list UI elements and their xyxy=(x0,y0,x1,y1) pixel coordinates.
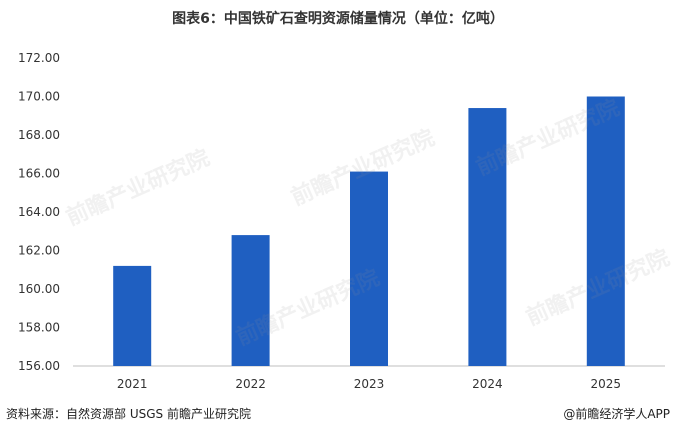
bar xyxy=(468,108,507,367)
y-tick-label: 172.00 xyxy=(18,51,60,65)
y-tick-label: 156.00 xyxy=(18,359,60,373)
app-watermark-label: @前瞻经济学人APP xyxy=(563,407,670,421)
y-tick-label: 168.00 xyxy=(18,128,60,142)
source-note: 资料来源：自然资源部 USGS 前瞻产业研究院 xyxy=(6,407,251,421)
chart-title: 图表6：中国铁矿石查明资源储量情况（单位：亿吨） xyxy=(172,11,504,27)
bar xyxy=(113,265,152,366)
bar xyxy=(586,96,625,366)
x-tick-label: 2024 xyxy=(472,377,503,391)
y-tick-label: 164.00 xyxy=(18,205,60,219)
x-tick-label: 2022 xyxy=(235,377,266,391)
x-tick-label: 2023 xyxy=(354,377,385,391)
x-tick-label: 2025 xyxy=(591,377,622,391)
bar xyxy=(350,171,388,366)
bar xyxy=(231,235,270,366)
y-tick-label: 170.00 xyxy=(18,90,60,104)
y-tick-label: 158.00 xyxy=(18,321,60,335)
y-tick-label: 162.00 xyxy=(18,244,60,258)
x-tick-label: 2021 xyxy=(117,377,148,391)
y-tick-label: 166.00 xyxy=(18,167,60,181)
y-tick-label: 160.00 xyxy=(18,282,60,296)
